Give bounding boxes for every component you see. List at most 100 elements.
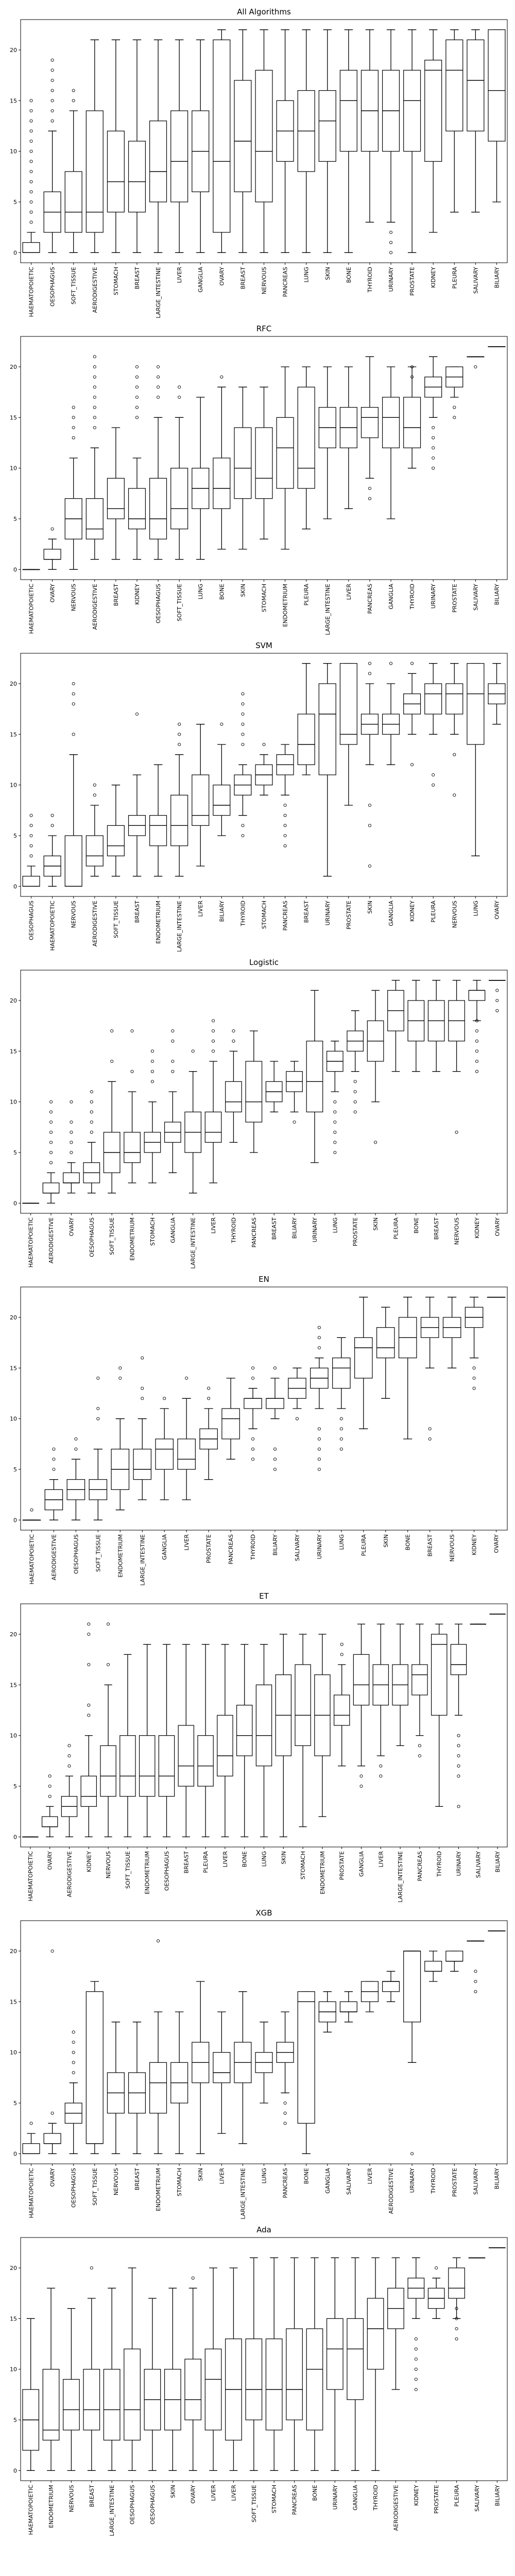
outlier-point (157, 395, 160, 399)
outlier-point (359, 1774, 363, 1778)
outlier-point (212, 1039, 215, 1043)
x-tick-label: BREAST (89, 2485, 95, 2507)
plot-area-frame (20, 2237, 508, 2481)
iqr-box (382, 1981, 400, 1992)
outlier-point (374, 1141, 377, 1144)
outlier-point (410, 2152, 414, 2156)
chart-panel-6: ET 0 5 10 15 20 HAEMATOPOIETIC OVARY AERODIGESTI… (10, 1591, 508, 1903)
box-thyroid: THYROID (244, 1366, 262, 1561)
box-ovary: OVARY (488, 979, 506, 1236)
outlier-point (333, 1141, 337, 1144)
iqr-box (177, 1438, 196, 1470)
box-kidney: KIDNEY (128, 365, 146, 605)
iqr-box (107, 478, 125, 519)
x-tick-label: LIVER (176, 267, 183, 283)
box-biliary: BILIARY (266, 1366, 284, 1555)
outlier-point (49, 1150, 53, 1155)
y-tick-label: 10 (10, 782, 17, 789)
outlier-point (118, 1366, 122, 1370)
iqr-box (467, 39, 485, 131)
box-haematopoietic: HAEMATOPOIETIC (22, 2318, 40, 2535)
x-tick-label: AERODIGESTIVE (388, 2168, 394, 2214)
outlier-point (178, 385, 181, 389)
x-tick-label: STOMACH (261, 584, 268, 612)
outlier-point (359, 1784, 363, 1788)
x-tick-label: STOMACH (176, 2168, 183, 2196)
iqr-box (234, 80, 252, 192)
x-tick-label: LARGE_INTESTINE (176, 901, 183, 952)
box-pleura: PLEURA (354, 1297, 373, 1556)
outlier-point (141, 1356, 144, 1360)
iqr-box (306, 2328, 323, 2431)
outlier-point (472, 1376, 476, 1380)
box-prostate: PROSTATE (445, 366, 464, 613)
box-soft-tissue: SOFT_TISSUE (107, 785, 125, 938)
outlier-point (52, 1447, 56, 1451)
outlier-point (87, 1632, 91, 1636)
x-tick-label: OVARY (49, 2168, 56, 2187)
outlier-point (432, 456, 435, 460)
x-tick-label: AERODIGESTIVE (92, 901, 98, 946)
x-tick-label: URINARY (324, 901, 331, 926)
iqr-box (255, 1684, 272, 1767)
box-aerodigestive: AERODIGESTIVE (42, 1100, 60, 1263)
outlier-point (90, 1100, 93, 1104)
outlier-point (29, 180, 33, 183)
x-tick-label: NERVOUS (71, 584, 77, 611)
outlier-point (241, 834, 245, 838)
outlier-point (333, 1130, 337, 1134)
x-tick-label: LIVER (377, 1851, 384, 1868)
x-tick-label: SKIN (169, 2485, 176, 2498)
x-tick-label: SALIVARY (472, 2168, 479, 2195)
box-endometrium: ENDOMETRIUM (139, 1644, 156, 1894)
box-haematopoietic: HAEMATOPOIETIC (43, 814, 61, 951)
box-large-intestine: LARGE_INTESTINE (184, 1049, 202, 1269)
x-tick-label: LUNG (261, 1851, 268, 1867)
y-tick-label: 15 (10, 1048, 17, 1055)
x-tick-label: SOFT_TISSUE (176, 584, 183, 621)
x-tick-label: BONE (346, 267, 352, 283)
outlier-point (48, 1794, 52, 1798)
outlier-point (157, 385, 160, 389)
chart-title: All Algorithms (237, 7, 291, 16)
x-tick-label: NERVOUS (261, 267, 268, 294)
box-liver: LIVER (217, 1644, 233, 1868)
iqr-box (170, 794, 188, 846)
outlier-point (70, 1141, 73, 1144)
iqr-box (236, 1705, 253, 1756)
outlier-point (29, 814, 33, 817)
iqr-box (245, 1061, 263, 1123)
box-salivary: SALIVARY (470, 1623, 487, 1878)
outlier-point (29, 129, 33, 133)
iqr-box (149, 121, 167, 202)
outlier-point (72, 2050, 75, 2054)
iqr-box (445, 1951, 464, 1962)
box-nervous: NERVOUS (64, 405, 82, 611)
box-endometrium: ENDOMETRIUM (149, 1939, 167, 2211)
outlier-point (157, 365, 160, 369)
outlier-point (368, 824, 371, 827)
x-tick-label: PROSTATE (451, 2168, 458, 2197)
x-tick-label: URINARY (430, 584, 437, 609)
box-breast: BREAST (265, 1061, 283, 1240)
y-tick-label: 20 (10, 1631, 17, 1638)
outlier-point (475, 1070, 478, 1073)
iqr-box (403, 70, 421, 152)
outlier-point (93, 405, 96, 409)
x-tick-label: THYROID (409, 584, 416, 610)
outlier-point (70, 1120, 73, 1124)
box-oesophagus: OESOPHAGUS (22, 814, 40, 940)
outlier-point (48, 1774, 52, 1778)
box-pancreas: PANCREAS (276, 2011, 294, 2198)
x-tick-label: GANGLIA (388, 901, 394, 926)
iqr-box (100, 1745, 116, 1797)
box-skin: SKIN (376, 1307, 395, 1548)
x-tick-label: ENDOMETRIUM (129, 1217, 136, 1261)
iqr-box (85, 110, 104, 233)
outlier-point (472, 1366, 476, 1370)
outlier-point (29, 200, 33, 204)
x-tick-label: THYROID (250, 1534, 256, 1561)
y-tick-label: 20 (10, 364, 17, 370)
box-liver: LIVER (372, 1623, 389, 1868)
box-skin: SKIN (192, 1981, 210, 2181)
